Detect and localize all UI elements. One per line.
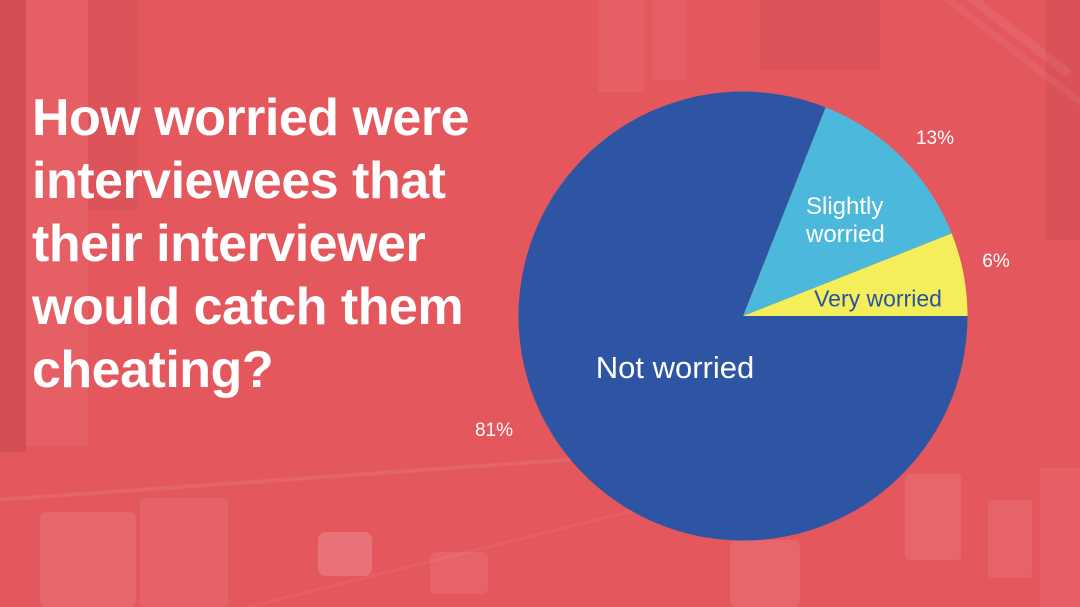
title-line-1: How worried were	[32, 89, 470, 147]
vehicle-shape	[140, 498, 228, 607]
building-shape	[26, 0, 88, 446]
page-title: How worried were interviewees that their…	[32, 87, 512, 402]
pie-pct-very-worried: 6%	[982, 251, 1010, 272]
vehicle-shape	[905, 474, 961, 560]
pie-slice-not-worried	[518, 91, 968, 541]
vehicle-shape	[430, 552, 488, 594]
building-shape	[598, 0, 644, 92]
pie-label-not-worried: Not worried	[595, 350, 755, 385]
building-shape	[1046, 0, 1080, 240]
title-line-3: their interviewer	[32, 215, 426, 273]
vehicle-shape	[988, 500, 1032, 578]
title-line-5: cheating?	[32, 341, 274, 399]
pie-label-very-worried: Very worried	[814, 285, 942, 312]
pie-slice-very-worried	[743, 233, 968, 316]
building-shape	[88, 0, 138, 210]
building-shape	[652, 0, 686, 80]
pie-pct-not-worried: 81%	[474, 420, 514, 441]
building-shape	[760, 0, 880, 70]
building-shape	[0, 0, 26, 452]
pie-label-slightly-worried: Slightly worried	[806, 193, 885, 248]
title-line-4: would catch them	[32, 278, 464, 336]
vehicle-shape	[730, 540, 800, 607]
pie-pct-slightly-worried: 13%	[915, 128, 955, 149]
pie-slice-slightly-worried	[743, 107, 952, 316]
vehicle-shape	[1040, 468, 1080, 607]
vehicle-shape	[318, 532, 372, 576]
vehicle-shape	[40, 512, 136, 607]
title-line-2: interviewees that	[32, 152, 446, 210]
